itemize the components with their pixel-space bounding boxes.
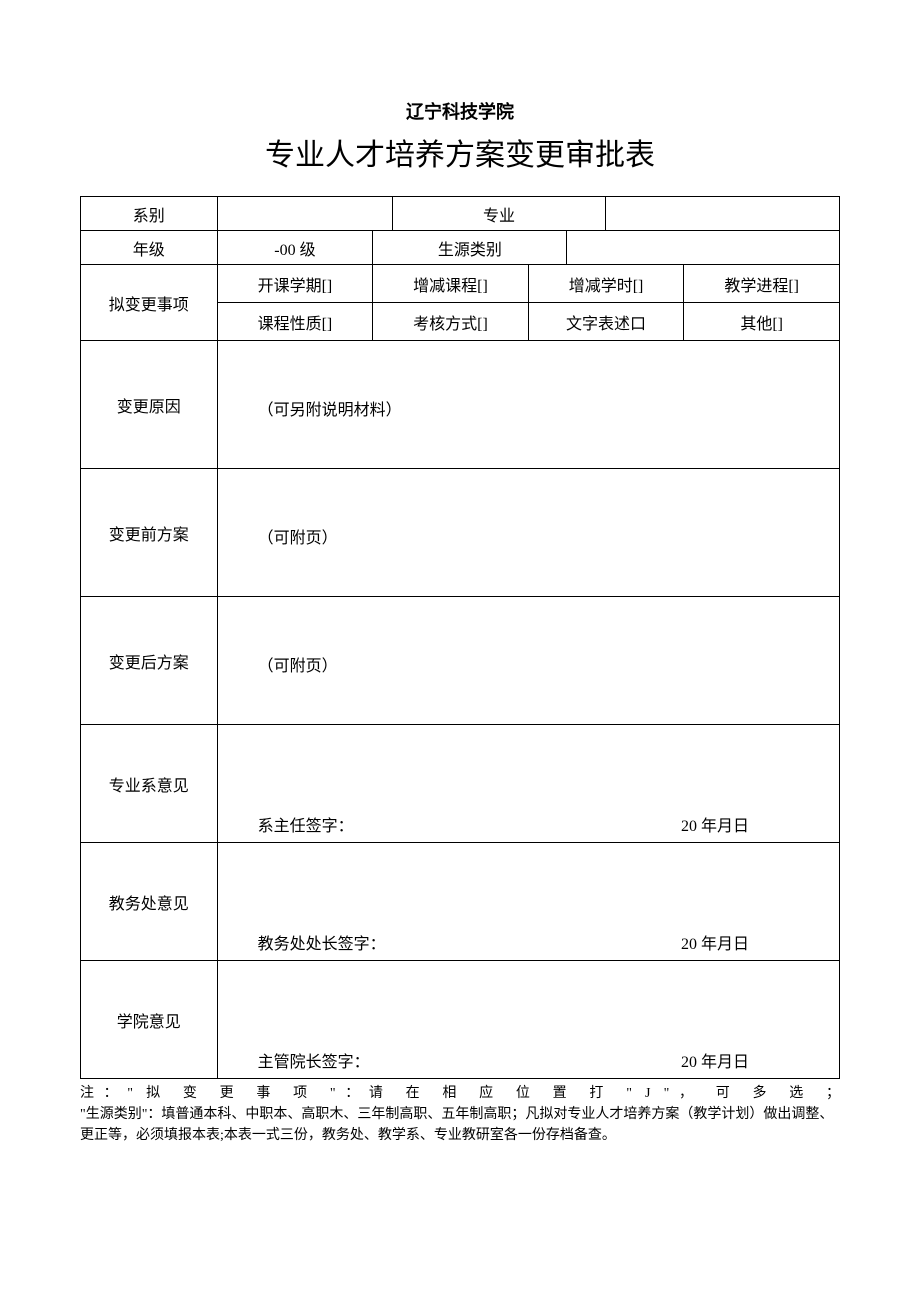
label-change-reason: 变更原因 (81, 341, 218, 469)
row-change-reason: 变更原因 （可另附说明材料） (81, 341, 840, 469)
hint-after: （可附页） (218, 646, 839, 676)
footnotes: 注：" 拟 变 更 事 项 "：请 在 相 应 位 置 打 " J "， 可 多… (80, 1083, 840, 1146)
opt-assess-method[interactable]: 考核方式[] (373, 303, 529, 341)
footnote-line-2: "生源类别"：填普通本科、中职本、高职木、三年制高职、五年制高职；凡拟对专业人才… (80, 1104, 840, 1146)
field-department[interactable] (217, 197, 392, 231)
dean-sign-label: 主管院长签字： (218, 1048, 504, 1072)
label-after-plan: 变更后方案 (81, 597, 218, 725)
field-grade[interactable]: -00 级 (217, 231, 373, 265)
opt-semester[interactable]: 开课学期[] (217, 265, 373, 303)
page-root: 辽宁科技学院 专业人才培养方案变更审批表 系别 专业 年级 -00 级 (0, 0, 920, 1206)
approval-form-table: 系别 专业 年级 -00 级 生源类别 拟变更事项 开课学期[] 增减课程[] … (80, 196, 840, 1079)
field-major[interactable] (606, 197, 840, 231)
label-change-items: 拟变更事项 (81, 265, 218, 341)
hint-reason: （可另附说明材料） (218, 390, 839, 420)
row-academic-affairs-opinion: 教务处意见 教务处处长签字： 20 年月日 (81, 843, 840, 961)
form-title: 专业人才培养方案变更审批表 (80, 130, 840, 174)
row-dept-major: 系别 专业 (81, 197, 840, 231)
field-dept-opinion[interactable]: 系主任签字： 20 年月日 (217, 725, 839, 843)
college-opinion-date: 20 年月日 (503, 1048, 839, 1072)
row-after-plan: 变更后方案 （可附页） (81, 597, 840, 725)
field-before-plan[interactable]: （可附页） (217, 469, 839, 597)
hint-before: （可附页） (218, 518, 839, 548)
footnote-line-1: 注：" 拟 变 更 事 项 "：请 在 相 应 位 置 打 " J "， 可 多… (80, 1083, 840, 1104)
opt-course-nature[interactable]: 课程性质[] (217, 303, 373, 341)
label-source-type: 生源类别 (373, 231, 567, 265)
aa-director-sign-label: 教务处处长签字： (218, 930, 504, 954)
field-change-reason[interactable]: （可另附说明材料） (217, 341, 839, 469)
label-department: 系别 (81, 197, 218, 231)
opt-text-desc[interactable]: 文字表述口 (528, 303, 684, 341)
dept-opinion-date: 20 年月日 (503, 812, 839, 836)
field-college-opinion[interactable]: 主管院长签字： 20 年月日 (217, 961, 839, 1079)
dept-head-sign-label: 系主任签字： (218, 812, 504, 836)
row-dept-opinion: 专业系意见 系主任签字： 20 年月日 (81, 725, 840, 843)
label-grade: 年级 (81, 231, 218, 265)
label-before-plan: 变更前方案 (81, 469, 218, 597)
row-change-options-1: 拟变更事项 开课学期[] 增减课程[] 增减学时[] 教学进程[] (81, 265, 840, 303)
opt-other[interactable]: 其他[] (684, 303, 840, 341)
institution-name: 辽宁科技学院 (80, 98, 840, 124)
field-aa-opinion[interactable]: 教务处处长签字： 20 年月日 (217, 843, 839, 961)
row-college-opinion: 学院意见 主管院长签字： 20 年月日 (81, 961, 840, 1079)
opt-hours-addremove[interactable]: 增减学时[] (528, 265, 684, 303)
aa-opinion-date: 20 年月日 (503, 930, 839, 954)
opt-course-addremove[interactable]: 增减课程[] (373, 265, 529, 303)
label-college-opinion: 学院意见 (81, 961, 218, 1079)
field-after-plan[interactable]: （可附页） (217, 597, 839, 725)
label-major: 专业 (392, 197, 605, 231)
row-before-plan: 变更前方案 （可附页） (81, 469, 840, 597)
row-grade-source: 年级 -00 级 生源类别 (81, 231, 840, 265)
label-dept-opinion: 专业系意见 (81, 725, 218, 843)
opt-teach-progress[interactable]: 教学进程[] (684, 265, 840, 303)
label-aa-opinion: 教务处意见 (81, 843, 218, 961)
field-source-type[interactable] (567, 231, 840, 265)
